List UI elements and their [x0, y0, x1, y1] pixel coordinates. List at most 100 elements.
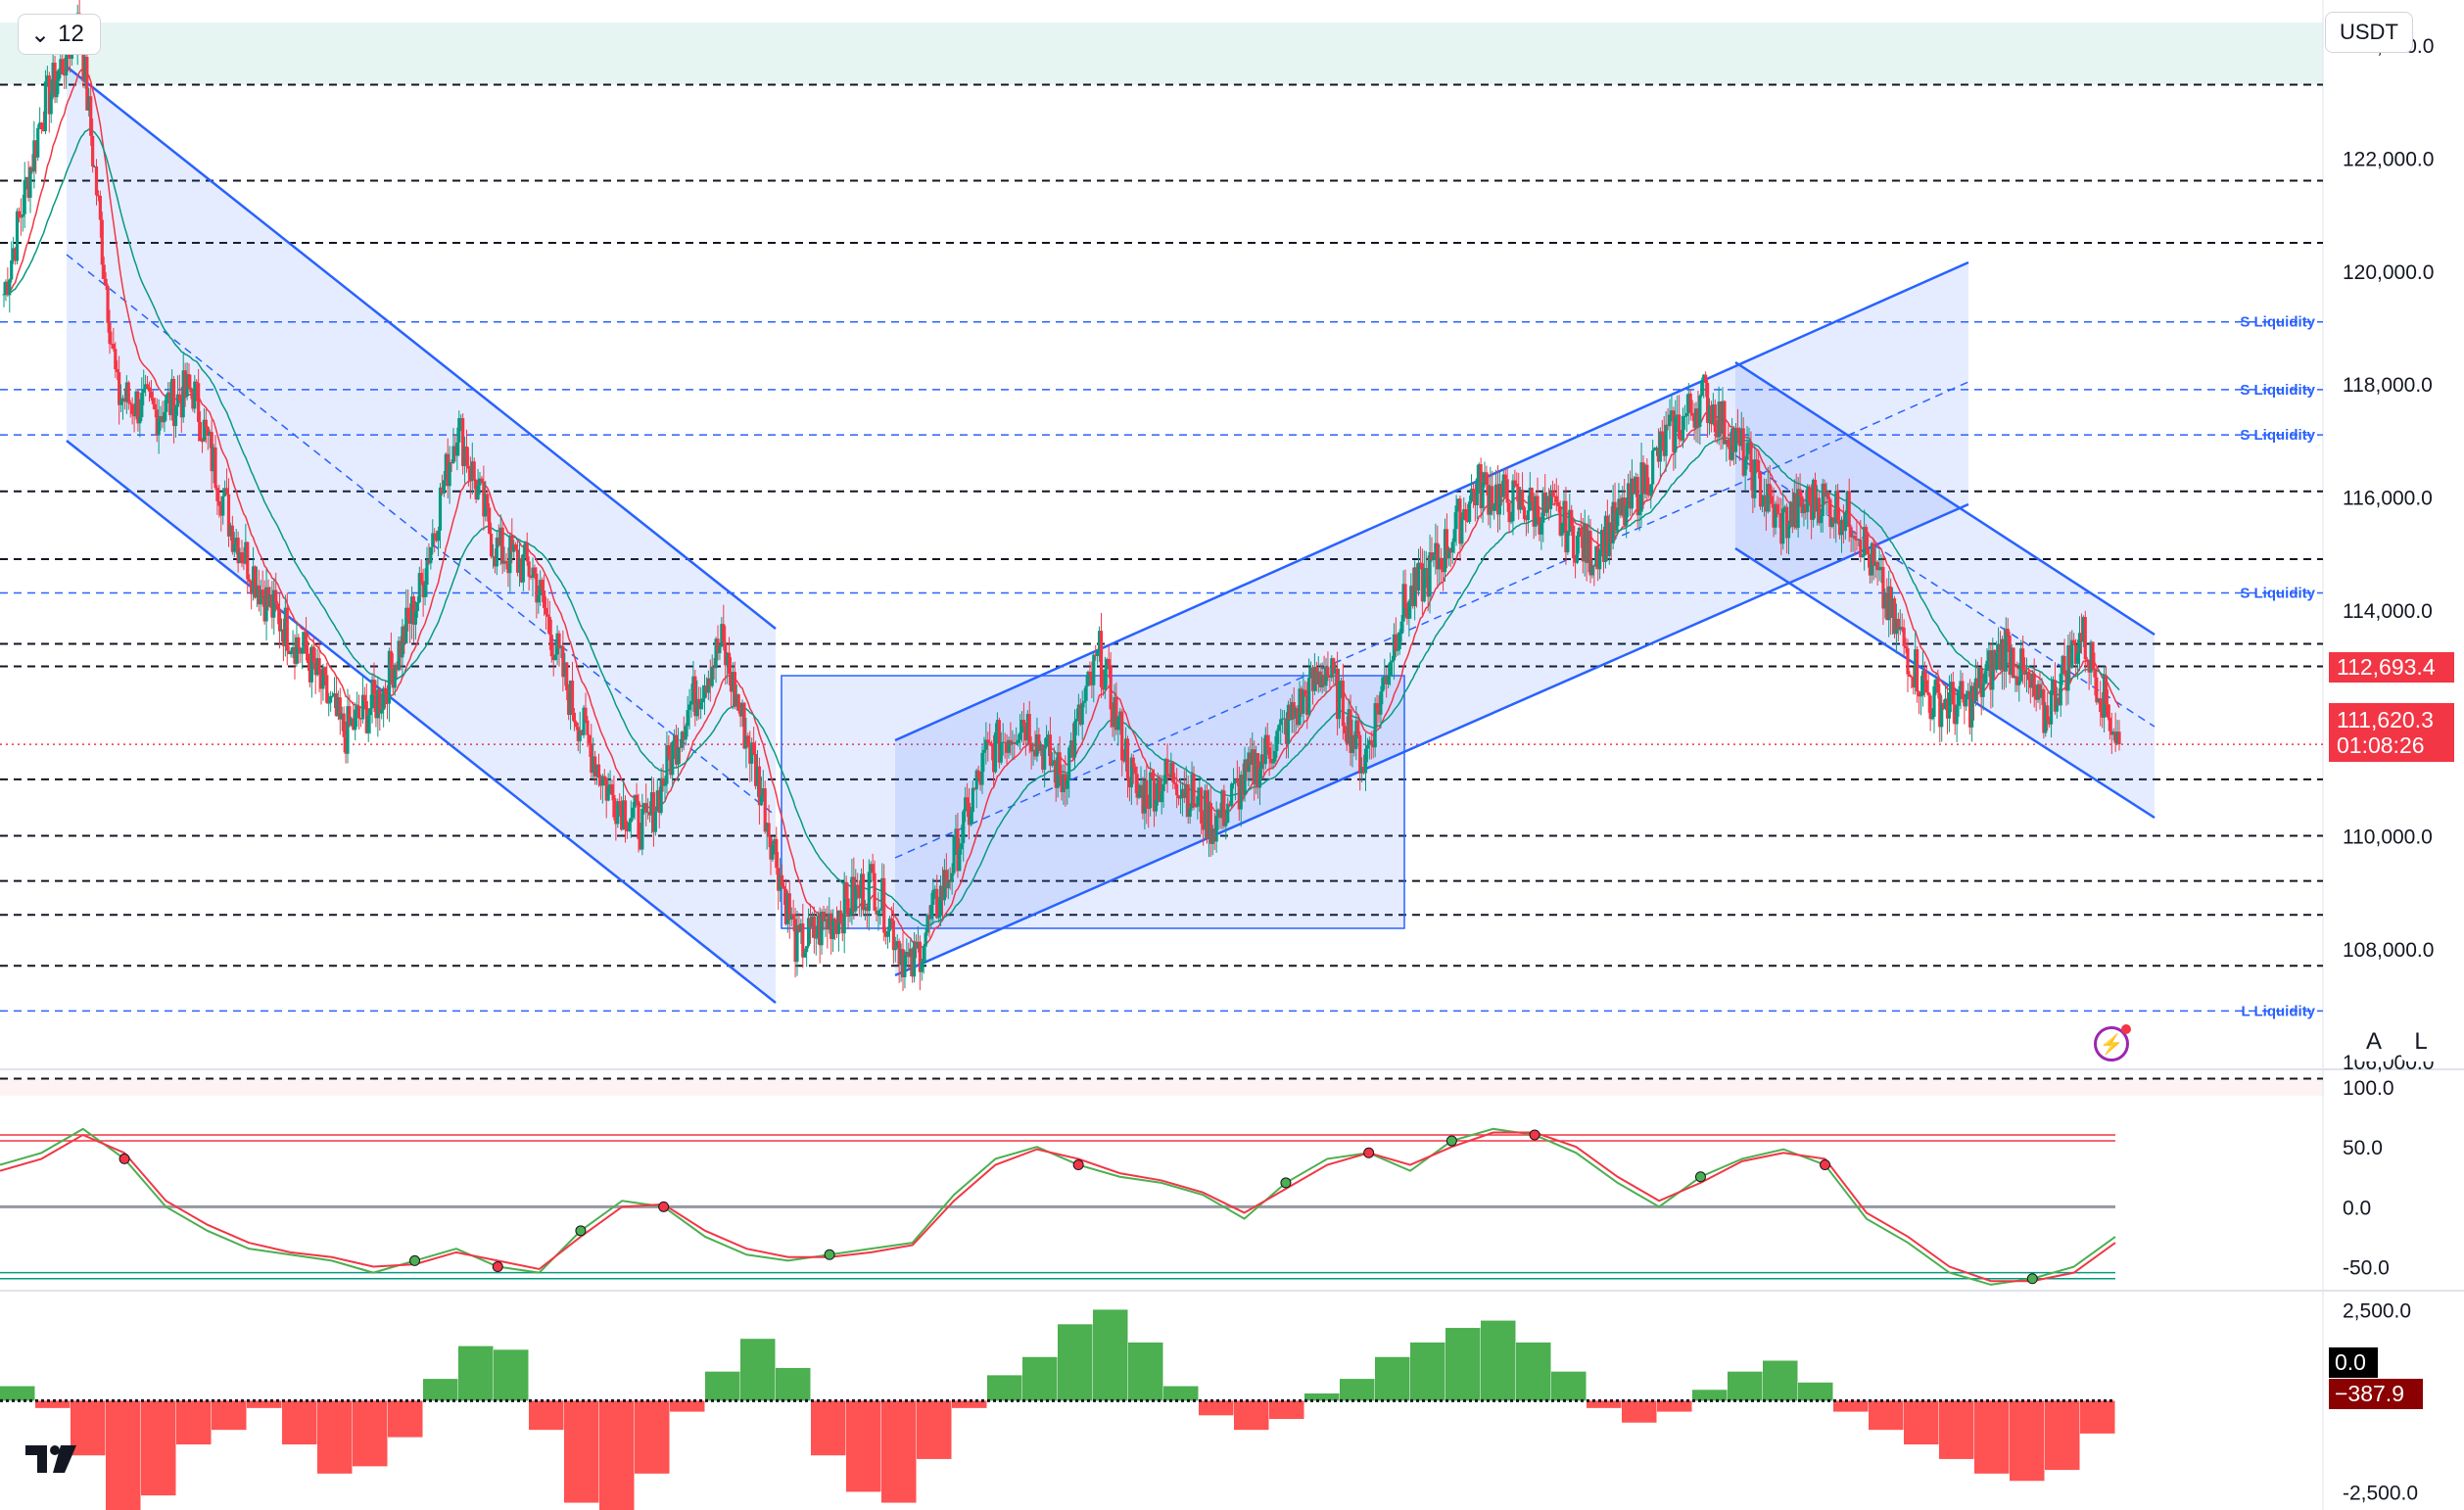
candle-down: [1122, 760, 1126, 762]
candle-down: [1552, 495, 1556, 497]
candle-up: [1308, 667, 1313, 678]
candle-down: [1889, 586, 1893, 618]
candle-down: [2034, 696, 2038, 700]
candle-down: [525, 542, 529, 562]
candle-up: [425, 559, 429, 586]
candle-up: [1294, 708, 1298, 719]
candle-up: [903, 954, 907, 977]
candle-up: [1626, 483, 1631, 506]
candle-up: [1643, 464, 1647, 495]
candle-up: [925, 915, 929, 933]
candle-down: [614, 817, 618, 825]
liquidity-label: S Liquidity: [2240, 382, 2315, 399]
candle-down: [1058, 752, 1062, 776]
candle-down: [1499, 484, 1503, 497]
candle-up: [1996, 643, 2001, 653]
candle-up: [1454, 505, 1458, 530]
candle-down: [61, 59, 65, 74]
candle-up: [931, 889, 935, 905]
candle-up: [1279, 719, 1283, 726]
candle-up: [1603, 515, 1608, 562]
macd-histogram-bar: [1269, 1400, 1304, 1420]
macd-histogram-bar: [423, 1379, 458, 1401]
candle-down: [433, 533, 437, 535]
candle-down: [635, 794, 639, 802]
candle-up: [2077, 633, 2082, 654]
candle-down: [940, 885, 945, 901]
candle-down: [997, 720, 1001, 763]
candle-up: [706, 678, 710, 693]
candle-up: [1511, 480, 1515, 522]
candle-up: [863, 906, 868, 911]
candle-up: [1001, 741, 1005, 743]
candle-up: [1307, 677, 1311, 716]
notification-dot: [2121, 1024, 2131, 1034]
candle-down: [1749, 442, 1753, 473]
macd-histogram-bar: [1551, 1371, 1587, 1401]
candle-down: [1998, 643, 2003, 670]
candle-down: [1094, 654, 1098, 656]
candle-up: [1611, 501, 1615, 543]
candle-up: [12, 248, 16, 260]
candle-up: [1819, 516, 1823, 524]
candle-up: [836, 910, 841, 934]
candle-up: [1545, 495, 1549, 513]
candle-up: [1560, 523, 1564, 536]
candle-up: [193, 381, 197, 409]
candle-up: [2066, 645, 2070, 691]
candle-down: [1445, 529, 1449, 559]
candle-down: [191, 392, 195, 409]
candle-down: [2053, 680, 2058, 712]
candle-up: [1894, 619, 1899, 635]
macd-histogram-bar: [176, 1400, 212, 1445]
log-scale-button[interactable]: L: [2401, 1022, 2440, 1062]
lightning-icon[interactable]: ⚡: [2094, 1026, 2129, 1062]
macd-zero-tag: 0.0: [2329, 1347, 2378, 1378]
candle-down: [1261, 754, 1265, 765]
macd-histogram-bar: [1728, 1371, 1763, 1401]
interval-selector-button[interactable]: ⌄ 12: [18, 14, 101, 55]
price-tick-label: 108,000.0: [2343, 939, 2434, 962]
candle-up: [51, 63, 55, 94]
candle-down: [2074, 644, 2078, 664]
candle-up: [1753, 459, 1757, 498]
candle-up: [330, 695, 335, 697]
rsi-tick-label: 100.0: [2343, 1077, 2394, 1100]
macd-histogram-bar: [1340, 1379, 1375, 1401]
candle-up: [1965, 694, 1968, 707]
current-price-value: 111,620.3: [2337, 707, 2434, 732]
candle-up: [444, 453, 448, 481]
currency-selector-button[interactable]: USDT: [2325, 12, 2413, 53]
candle-up: [1843, 512, 1847, 532]
rsi-cross-marker: [824, 1249, 835, 1260]
candle-up: [686, 710, 689, 727]
candle-up: [1839, 519, 1844, 536]
candle-up: [1277, 725, 1281, 731]
candle-down: [136, 391, 140, 424]
candle-up: [2036, 684, 2040, 700]
candle-up: [1830, 517, 1834, 528]
candle-up: [1966, 690, 1970, 695]
candle-down: [1609, 522, 1613, 543]
candle-up: [354, 709, 357, 731]
candle-down: [1570, 509, 1574, 526]
candle-up: [1143, 779, 1147, 814]
candle-up: [251, 566, 256, 594]
candle-down: [391, 668, 395, 688]
candle-down: [914, 942, 919, 949]
candle-down: [1993, 649, 1997, 671]
candle-down: [1975, 678, 1979, 688]
candle-up: [629, 818, 633, 823]
auto-scale-button[interactable]: A: [2354, 1022, 2393, 1062]
candle-down: [1841, 519, 1846, 532]
macd-histogram-bar: [1974, 1400, 2010, 1474]
candle-up: [1011, 741, 1015, 744]
candle-down: [918, 941, 922, 972]
candle-up: [1621, 497, 1625, 516]
candle-down: [1866, 548, 1871, 555]
candle-up: [238, 552, 242, 564]
candle-up: [1434, 543, 1438, 556]
candle-down: [2108, 717, 2111, 731]
candle-down: [1645, 464, 1649, 495]
